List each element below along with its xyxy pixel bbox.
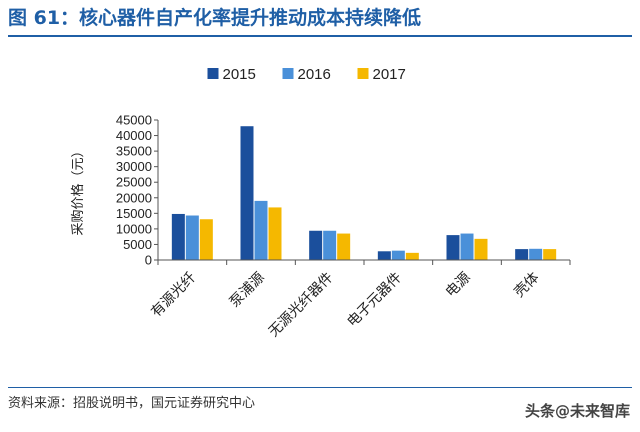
bar-2015-4 xyxy=(446,235,460,260)
bar-2017-2 xyxy=(337,233,351,260)
legend-label-2015: 2015 xyxy=(223,66,256,83)
x-tick-label-0: 有源光纤 xyxy=(148,270,199,321)
y-tick-label-45000: 45000 xyxy=(116,113,152,128)
x-tick-label-1: 泵浦源 xyxy=(227,270,268,311)
x-tick-label-4: 电源 xyxy=(443,270,474,301)
page-title: 图 61：核心器件自产化率提升推动成本持续降低 xyxy=(8,7,422,29)
chart-legend: 2015 2016 2017 xyxy=(207,66,406,83)
bar-2017-0 xyxy=(199,219,213,260)
y-tick-label-0: 0 xyxy=(145,253,152,268)
title-divider xyxy=(8,35,632,37)
y-tick-label-30000: 30000 xyxy=(116,159,152,174)
y-tick-label-40000: 40000 xyxy=(116,128,152,143)
x-tick-label-2: 无源光纤器件 xyxy=(266,270,337,341)
x-tick-label-5: 壳体 xyxy=(511,269,543,301)
bar-2017-3 xyxy=(405,252,419,260)
bar-2015-1 xyxy=(240,126,254,260)
legend-swatch-2017 xyxy=(357,68,369,79)
source-note: 资料来源：招股说明书，国元证券研究中心 xyxy=(8,396,256,411)
bar-2015-2 xyxy=(309,230,323,260)
bar-2016-3 xyxy=(391,250,405,260)
bar-2016-2 xyxy=(323,230,337,260)
bar-2016-5 xyxy=(529,248,543,260)
y-tick-label-15000: 15000 xyxy=(116,206,152,221)
bar-2015-3 xyxy=(377,251,391,260)
bar-2016-4 xyxy=(460,233,474,260)
bar-2017-4 xyxy=(474,238,488,260)
legend-label-2016: 2016 xyxy=(298,66,331,83)
y-tick-label-35000: 35000 xyxy=(116,144,152,159)
bar-chart: 2015 2016 2017 采购价格（元） 0500010000150002000… xyxy=(70,66,571,341)
bars xyxy=(171,126,557,260)
legend-swatch-2015 xyxy=(207,68,219,79)
legend-label-2017: 2017 xyxy=(373,66,406,83)
y-tick-label-10000: 10000 xyxy=(116,221,152,236)
bar-2017-1 xyxy=(268,207,282,260)
bar-2017-5 xyxy=(543,249,557,260)
y-axis: 0500010000150002000025000300003500040000… xyxy=(116,113,159,268)
bar-2016-0 xyxy=(185,215,199,260)
y-tick-label-5000: 5000 xyxy=(123,237,152,252)
bar-2015-5 xyxy=(515,249,529,260)
y-tick-label-20000: 20000 xyxy=(116,190,152,205)
watermark: 头条@未来智库 xyxy=(524,402,630,420)
y-tick-label-25000: 25000 xyxy=(116,175,152,190)
bar-2015-0 xyxy=(171,213,185,260)
bar-2016-1 xyxy=(254,200,268,260)
y-axis-label: 采购价格（元） xyxy=(70,144,86,235)
x-tick-label-3: 电子元器件 xyxy=(344,270,405,331)
legend-swatch-2016 xyxy=(282,68,294,79)
footer-divider xyxy=(8,387,632,388)
